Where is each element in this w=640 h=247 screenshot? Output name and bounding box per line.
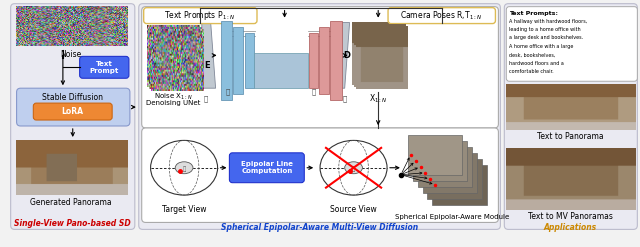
Text: Generated Panorama: Generated Panorama <box>30 198 111 206</box>
Bar <box>418 147 472 187</box>
Text: Applications: Applications <box>544 223 597 232</box>
Text: Spherical Epipolar-Aware Module: Spherical Epipolar-Aware Module <box>395 214 509 221</box>
Text: Text
Prompt: Text Prompt <box>90 61 119 74</box>
Ellipse shape <box>320 140 387 195</box>
Text: Target View: Target View <box>162 205 206 214</box>
Text: Text to Panorama: Text to Panorama <box>537 132 604 141</box>
Text: Camera Poses R,T$_{1:N}$: Camera Poses R,T$_{1:N}$ <box>400 9 483 22</box>
Text: LoRA: LoRA <box>61 106 84 116</box>
Ellipse shape <box>175 162 193 174</box>
Text: X$_{1:N}$: X$_{1:N}$ <box>369 92 387 105</box>
Bar <box>330 21 342 100</box>
Text: hardwood floors and a: hardwood floors and a <box>509 61 564 66</box>
Bar <box>408 135 462 175</box>
Text: E: E <box>204 61 209 70</box>
FancyBboxPatch shape <box>229 153 304 183</box>
Text: D: D <box>343 51 350 60</box>
Bar <box>254 53 308 88</box>
Bar <box>319 26 329 94</box>
Text: ⚿: ⚿ <box>225 88 230 95</box>
Polygon shape <box>202 22 216 88</box>
Bar <box>221 21 232 100</box>
Text: Denoising UNet: Denoising UNet <box>146 100 200 106</box>
Bar <box>422 153 477 193</box>
Text: ⚿: ⚿ <box>182 166 186 171</box>
Bar <box>433 165 486 205</box>
FancyBboxPatch shape <box>17 88 130 126</box>
Ellipse shape <box>150 140 218 195</box>
Text: Source View: Source View <box>330 205 377 214</box>
FancyBboxPatch shape <box>139 4 500 229</box>
FancyBboxPatch shape <box>388 8 495 23</box>
Text: Epipolar Line
Computation: Epipolar Line Computation <box>241 161 293 174</box>
Bar <box>245 33 254 88</box>
FancyBboxPatch shape <box>504 4 637 229</box>
Bar <box>309 33 318 88</box>
Text: Text to MV Panoramas: Text to MV Panoramas <box>528 211 612 221</box>
Text: Single-View Pano-based SD: Single-View Pano-based SD <box>14 219 131 228</box>
Text: A hallway with hardwood floors,: A hallway with hardwood floors, <box>509 19 588 24</box>
Text: A home office with a large: A home office with a large <box>509 44 573 49</box>
Text: leading to a home office with: leading to a home office with <box>509 27 581 32</box>
Text: a large desk and bookshelves.: a large desk and bookshelves. <box>509 36 584 41</box>
Ellipse shape <box>345 162 362 174</box>
Text: Noise: Noise <box>60 50 81 60</box>
FancyBboxPatch shape <box>144 8 257 23</box>
FancyBboxPatch shape <box>506 7 637 81</box>
Text: ⚿: ⚿ <box>312 88 316 95</box>
FancyBboxPatch shape <box>79 56 129 78</box>
FancyBboxPatch shape <box>33 103 112 120</box>
Text: Noise X$_{1:N}$: Noise X$_{1:N}$ <box>154 92 193 102</box>
FancyBboxPatch shape <box>141 7 499 128</box>
Text: desk, bookshelves,: desk, bookshelves, <box>509 52 556 57</box>
Polygon shape <box>340 22 349 88</box>
Text: Text Prompts:: Text Prompts: <box>509 11 558 16</box>
Text: ⚿: ⚿ <box>352 166 355 171</box>
Text: ⚿: ⚿ <box>204 95 208 102</box>
Text: ⚿: ⚿ <box>342 95 347 102</box>
Text: Stable Diffusion: Stable Diffusion <box>42 93 103 102</box>
FancyBboxPatch shape <box>11 4 135 229</box>
Bar <box>234 26 243 94</box>
Bar <box>413 141 467 181</box>
Text: Text Prompts P$_{1:N}$: Text Prompts P$_{1:N}$ <box>164 9 236 22</box>
Bar <box>428 159 482 199</box>
Text: Spherical Epipolar-Aware Multi-View Diffusion: Spherical Epipolar-Aware Multi-View Diff… <box>221 223 418 232</box>
FancyBboxPatch shape <box>141 128 499 223</box>
Text: comfortable chair.: comfortable chair. <box>509 69 554 74</box>
